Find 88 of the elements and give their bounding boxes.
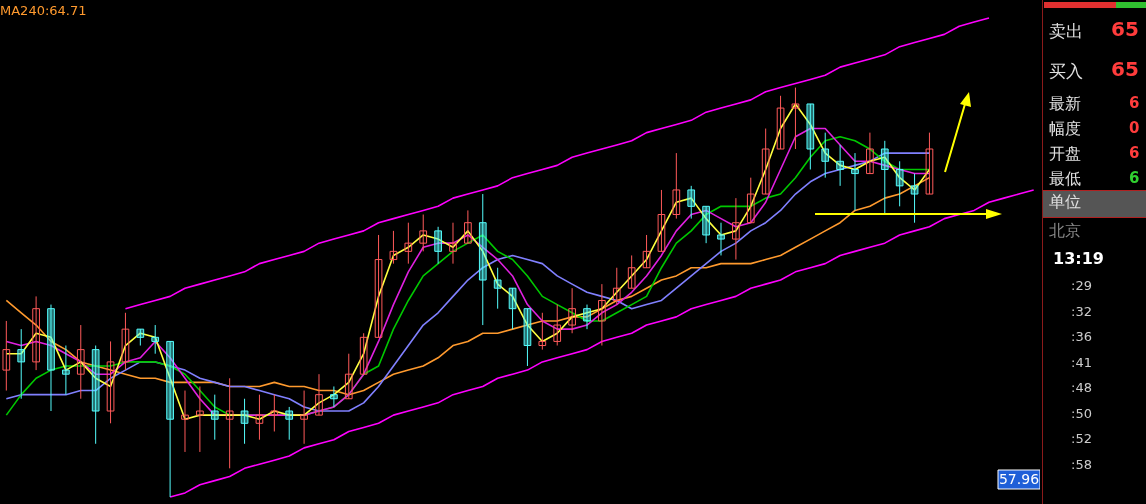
text: 最低 [1049, 169, 1081, 190]
candlestick [657, 189, 666, 252]
candlestick [478, 193, 487, 326]
candlestick [344, 353, 353, 400]
text: 买入 [1049, 60, 1083, 83]
candlestick [359, 332, 368, 375]
candlestick [404, 222, 413, 265]
candlestick [851, 152, 859, 211]
text: 最新 [1049, 94, 1081, 115]
candlestick [583, 304, 591, 330]
text: :58 [1071, 456, 1092, 472]
candlestick [702, 205, 710, 244]
candlestick [910, 173, 919, 224]
candlestick [330, 385, 338, 408]
candlestick [880, 140, 889, 216]
candlestick [568, 287, 576, 334]
candlestick [895, 160, 904, 207]
candlestick [76, 324, 85, 400]
candlestick [717, 222, 725, 256]
text: 6 [1129, 94, 1140, 112]
candlestick [270, 394, 279, 432]
candlestick [732, 197, 740, 261]
candlestick [196, 385, 204, 453]
candlestick [553, 304, 562, 347]
candlestick [672, 152, 681, 220]
candlestick [746, 177, 755, 224]
candlestick [464, 209, 472, 244]
candlestick [761, 128, 770, 195]
candlestick [151, 324, 160, 355]
candlestick [181, 390, 189, 453]
candlestick [612, 267, 621, 306]
candlestick [836, 144, 844, 187]
candlestick [806, 103, 815, 170]
candlestick [493, 267, 502, 310]
candlestick [17, 328, 26, 400]
text: 65 [1111, 57, 1139, 81]
candlestick [598, 283, 606, 347]
candlestick [2, 320, 11, 392]
candlestick [389, 230, 398, 265]
text: 6 [1129, 169, 1140, 187]
candlestick [523, 308, 532, 367]
text: 北京 [1049, 221, 1081, 242]
text: 幅度 [1049, 119, 1081, 140]
annotation: 57.96 [998, 471, 1040, 487]
text: :41 [1071, 354, 1092, 370]
candlestick [627, 254, 636, 289]
candlestick [210, 394, 219, 441]
candlestick [315, 373, 323, 416]
candlestick [687, 185, 696, 220]
candlestick [538, 312, 547, 351]
candlestick [776, 95, 785, 150]
candlestick [255, 394, 264, 441]
candlestick [791, 87, 800, 150]
candlestick [121, 312, 130, 371]
candlestick [434, 226, 442, 265]
text: MA240:64.71 [0, 3, 87, 18]
candlestick [91, 345, 100, 445]
candlestick [821, 132, 830, 179]
text: :48 [1071, 380, 1092, 395]
candlestick [225, 377, 234, 469]
candlestick [166, 340, 174, 498]
text: :50 [1071, 405, 1092, 421]
text: :32 [1071, 303, 1092, 319]
text: 65 [1111, 17, 1139, 41]
candlestick [62, 345, 70, 396]
candlestick [419, 214, 428, 252]
candlestick [47, 304, 55, 412]
text: 卖出 [1049, 20, 1083, 43]
text: 0 [1129, 119, 1140, 137]
candlestick [240, 398, 249, 445]
text: :52 [1071, 431, 1092, 446]
candlestick [374, 234, 383, 338]
candlestick [136, 328, 145, 347]
candlestick [642, 234, 651, 269]
candlestick [285, 406, 294, 441]
text: 开盘 [1049, 144, 1081, 165]
text: :36 [1071, 329, 1092, 344]
candlestick [925, 132, 934, 195]
candlestick [866, 132, 874, 175]
candlestick [300, 390, 308, 445]
candlestick [106, 340, 115, 424]
text: 6 [1129, 144, 1140, 162]
text: 13:19 [1053, 249, 1104, 268]
candlestick [449, 222, 457, 265]
text: 单位 [1049, 192, 1081, 213]
text: :29 [1071, 278, 1092, 293]
candlestick [32, 295, 40, 371]
candlestick [508, 287, 517, 330]
